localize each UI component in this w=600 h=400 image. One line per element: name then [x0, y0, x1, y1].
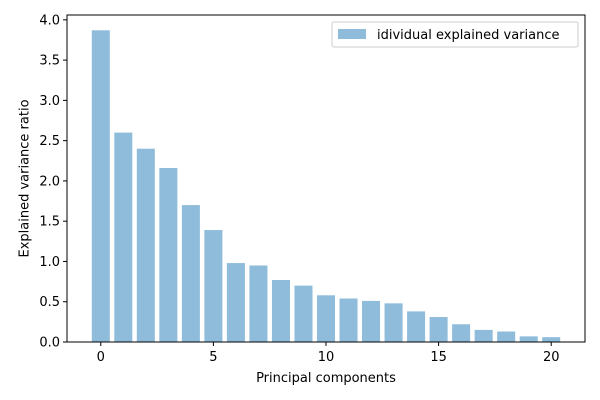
x-tick-label: 10 — [318, 350, 335, 365]
bar-14 — [407, 311, 426, 342]
legend-swatch — [338, 29, 366, 39]
bars-group — [91, 30, 561, 343]
legend: idividual explained variance — [331, 21, 579, 48]
y-tick-label: 0.0 — [39, 336, 60, 351]
bar-17 — [474, 329, 493, 342]
bar-13 — [384, 303, 403, 342]
y-tick-label: 2.5 — [39, 134, 60, 149]
y-tick-label: 0.5 — [39, 295, 60, 310]
bar-16 — [452, 324, 471, 342]
x-tick-label: 20 — [543, 350, 560, 365]
bar-5 — [204, 230, 223, 342]
bar-1 — [114, 132, 133, 342]
bar-11 — [339, 298, 358, 342]
bar-19 — [519, 336, 538, 342]
y-tick-label: 2.0 — [39, 174, 60, 189]
y-axis-label: Explained variance ratio — [18, 99, 33, 257]
bar-10 — [316, 295, 336, 342]
x-axis-label: Principal components — [256, 371, 396, 386]
legend-label: idividual explained variance — [377, 28, 559, 43]
y-axis: 0.0 0.5 1.0 1.5 2.0 2.5 3.0 3.5 4.0 — [39, 13, 67, 351]
y-tick-label: 3.5 — [39, 54, 60, 69]
y-tick-label: 1.5 — [39, 215, 60, 230]
bar-20 — [542, 337, 561, 342]
y-tick-label: 4.0 — [39, 13, 60, 28]
bar-15 — [429, 317, 448, 342]
bar-8 — [271, 279, 290, 342]
bar-18 — [497, 331, 516, 342]
x-tick-label: 15 — [430, 350, 447, 365]
bar-2 — [136, 148, 155, 342]
bar-6 — [226, 263, 245, 342]
x-axis: 0 5 10 15 20 — [97, 342, 560, 365]
x-tick-label: 5 — [209, 350, 217, 365]
bar-0 — [91, 30, 110, 343]
bar-9 — [294, 285, 313, 342]
y-tick-label: 3.0 — [39, 94, 60, 109]
bar-3 — [159, 168, 178, 342]
bar-12 — [362, 300, 381, 342]
bar-4 — [181, 205, 200, 342]
y-tick-label: 1.0 — [39, 255, 60, 270]
x-tick-label: 0 — [97, 350, 105, 365]
legend-box — [331, 21, 579, 48]
bar-7 — [249, 265, 268, 342]
